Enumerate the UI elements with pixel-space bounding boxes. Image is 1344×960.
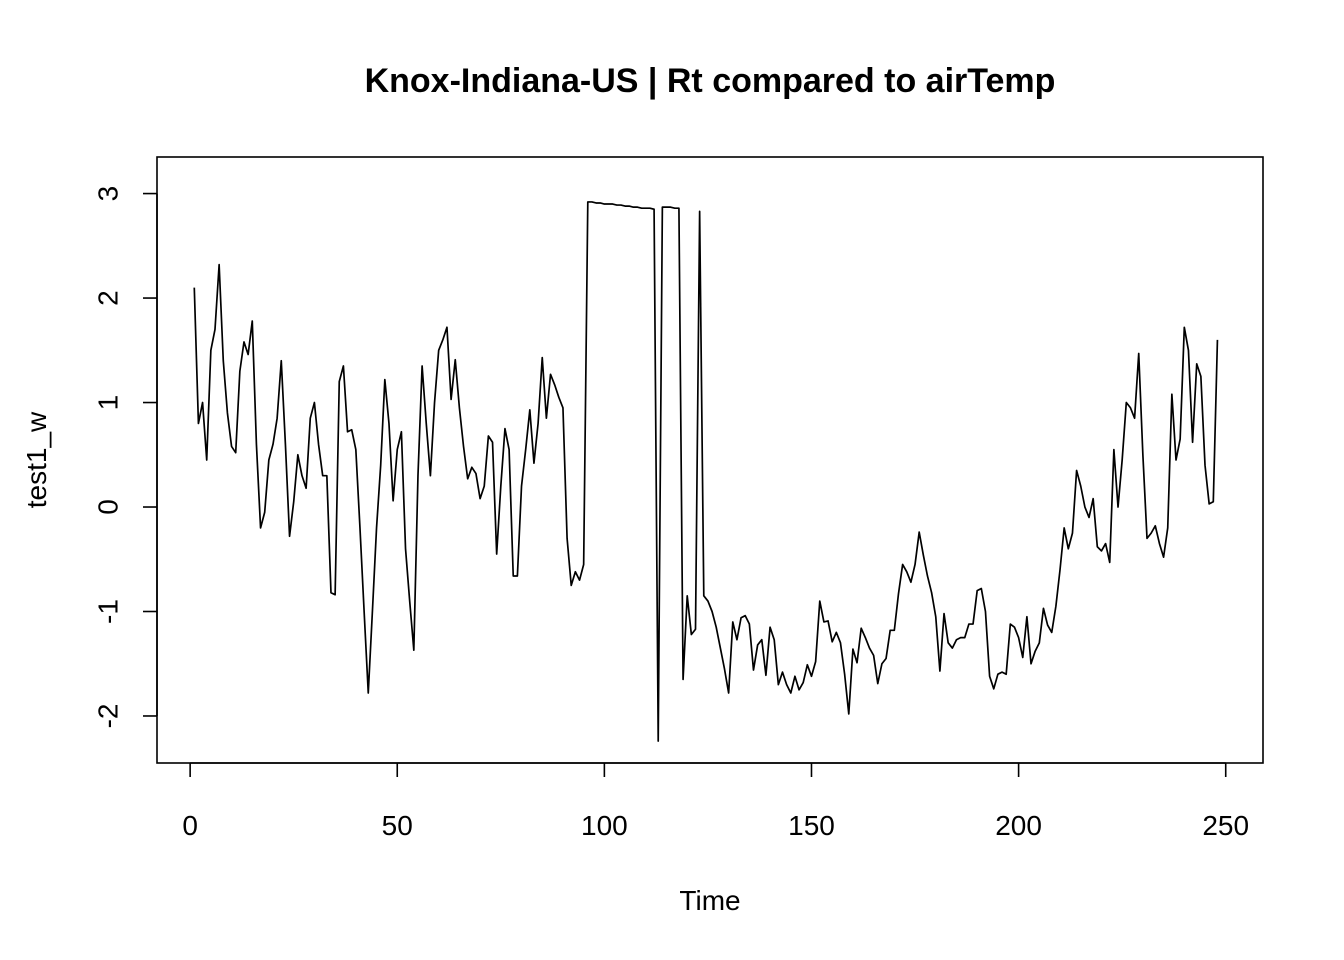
y-axis-label: test1_w bbox=[21, 411, 52, 508]
y-axis: -2 -1 0 1 2 3 bbox=[92, 186, 158, 729]
x-tick-label: 200 bbox=[995, 810, 1042, 841]
x-axis: 0 50 100 150 200 250 bbox=[182, 762, 1249, 841]
x-tick-label: 100 bbox=[581, 810, 628, 841]
series-group bbox=[193, 201, 1219, 742]
series-line-test1_w bbox=[193, 201, 1219, 742]
y-tick-label: -2 bbox=[92, 704, 123, 729]
x-tick-label: 0 bbox=[182, 810, 198, 841]
chart-title: Knox-Indiana-US | Rt compared to airTemp bbox=[365, 62, 1056, 100]
y-tick-label: -1 bbox=[92, 599, 123, 624]
y-tick-label: 2 bbox=[92, 290, 123, 306]
x-tick-label: 150 bbox=[788, 810, 835, 841]
y-tick-label: 1 bbox=[92, 395, 123, 411]
y-tick-label: 3 bbox=[92, 186, 123, 202]
plot-frame bbox=[156, 156, 1264, 764]
y-tick-label: 0 bbox=[92, 499, 123, 515]
x-axis-label: Time bbox=[679, 885, 740, 916]
x-tick-label: 50 bbox=[382, 810, 413, 841]
x-tick-label: 250 bbox=[1202, 810, 1249, 841]
